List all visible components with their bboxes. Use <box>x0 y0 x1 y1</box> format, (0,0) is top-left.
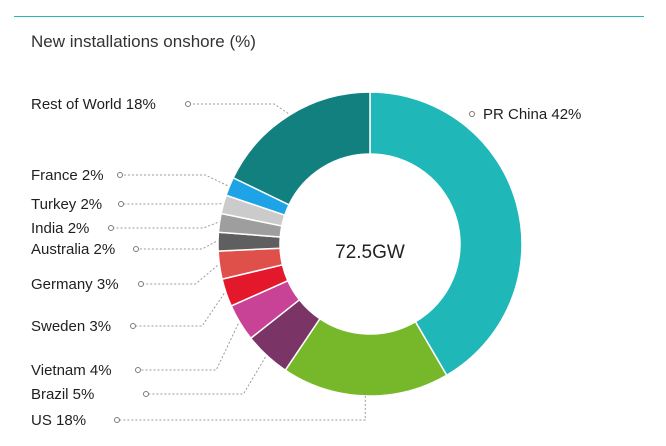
slice-label-australia-2: Australia 2% <box>31 241 115 258</box>
leader-line-sweden-3 <box>133 293 225 327</box>
center-total-label: 72.5GW <box>335 242 405 263</box>
leader-line-brazil-5 <box>146 356 266 395</box>
slice-label-sweden-3: Sweden 3% <box>31 318 111 335</box>
leader-dot-us-18 <box>114 417 120 423</box>
slice-label-brazil-5: Brazil 5% <box>31 386 94 403</box>
slice-pr-china-42 <box>369 91 523 377</box>
leader-dot-turkey-2 <box>118 201 124 207</box>
leader-line-rest-of-world-18 <box>188 103 289 114</box>
leader-dot-india-2 <box>108 225 114 231</box>
leader-line-vietnam-4 <box>138 323 239 371</box>
slice-label-india-2: India 2% <box>31 220 89 237</box>
slice-label-rest-of-world-18: Rest of World 18% <box>31 96 156 113</box>
top-divider <box>14 16 644 17</box>
leader-dot-rest-of-world-18 <box>185 101 191 107</box>
chart-title: New installations onshore (%) <box>31 32 256 51</box>
leader-dot-germany-3 <box>138 281 144 287</box>
leader-dot-pr-china-42 <box>469 111 475 117</box>
leader-dot-australia-2 <box>133 246 139 252</box>
slice-label-pr-china-42: PR China 42% <box>483 106 581 123</box>
leader-dot-vietnam-4 <box>135 367 141 373</box>
leader-dot-brazil-5 <box>143 391 149 397</box>
slice-label-us-18: US 18% <box>31 412 86 429</box>
slice-label-vietnam-4: Vietnam 4% <box>31 362 112 379</box>
slice-label-germany-3: Germany 3% <box>31 276 119 293</box>
leader-line-india-2 <box>111 222 218 229</box>
leader-line-germany-3 <box>141 265 218 285</box>
leader-dot-france-2 <box>117 172 123 178</box>
leader-line-france-2 <box>120 174 228 187</box>
slice-label-france-2: France 2% <box>31 167 104 184</box>
leader-line-australia-2 <box>136 241 217 250</box>
leader-dot-sweden-3 <box>130 323 136 329</box>
slice-label-turkey-2: Turkey 2% <box>31 196 102 213</box>
slice-rest-of-world-18 <box>232 91 371 206</box>
leader-line-us-18 <box>117 395 366 421</box>
